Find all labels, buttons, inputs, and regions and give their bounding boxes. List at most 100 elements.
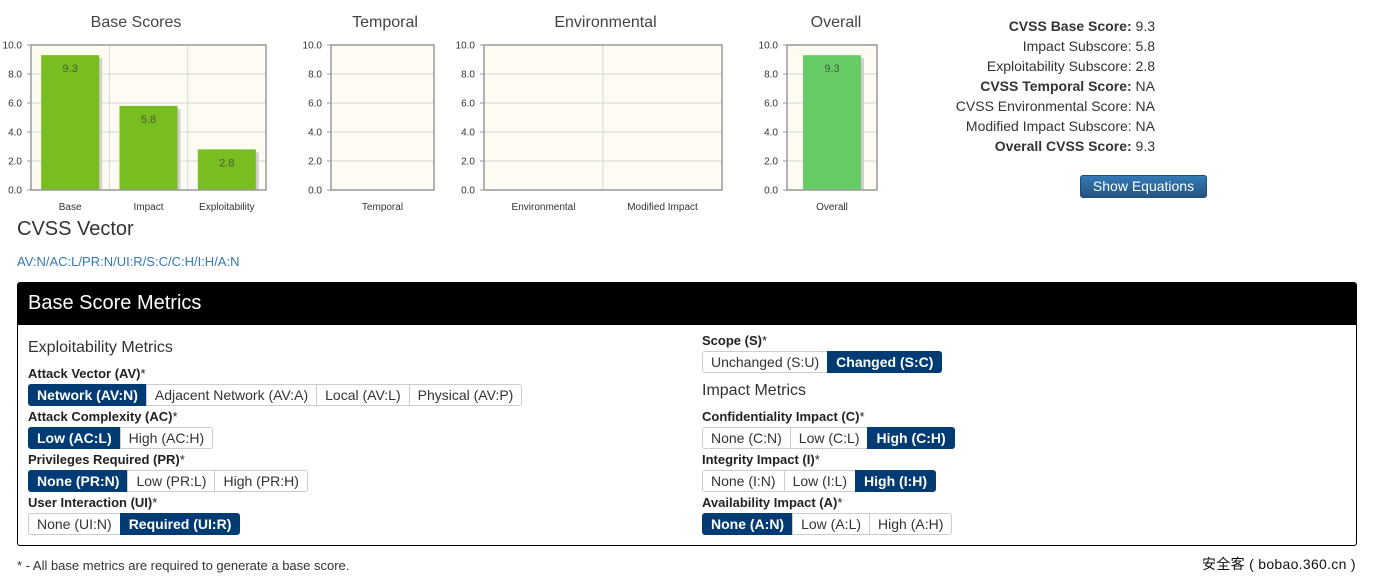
- y-tick-label: 8.0: [8, 70, 22, 81]
- chart-overall-svg: 0.0 2.0 4.0 6.0 8.0 10.0 9.3 Overall: [759, 41, 878, 213]
- chart-title: Temporal: [352, 14, 418, 31]
- bar-value-label: 9.3: [824, 63, 839, 75]
- metric-label-text: Attack Vector (AV): [28, 366, 141, 381]
- summary-label: CVSS Environmental Score:: [955, 98, 1132, 114]
- x-tick-label: Temporal: [362, 202, 403, 213]
- required-star: *: [140, 366, 146, 381]
- required-star: *: [172, 409, 178, 424]
- chart-temporal-svg: 0.0 2.0 4.0 6.0 8.0 10.0 Temporal: [303, 41, 435, 213]
- x-tick-label: Modified Impact: [627, 202, 698, 213]
- cvss-vector-title: CVSS Vector: [17, 218, 134, 240]
- option-local-av-l[interactable]: Local (AV:L): [316, 384, 410, 406]
- show-equations-button[interactable]: Show Equations: [1080, 175, 1207, 198]
- option-none-i-n[interactable]: None (I:N): [702, 470, 785, 492]
- metric-privileges-required-pr: Privileges Required (PR)* None (PR:N) Low …: [28, 452, 308, 492]
- x-tick-label: Base: [59, 202, 82, 213]
- option-group: Network (AV:N) Adjacent Network (AV:A) Loc…: [28, 384, 523, 406]
- y-tick-label: 6.0: [8, 99, 22, 110]
- summary-label: CVSS Temporal Score:: [980, 78, 1132, 94]
- summary-label: Impact Subscore:: [1022, 38, 1132, 54]
- metric-confidentiality-impact-c: Confidentiality Impact (C)* None (C:N) Low…: [702, 409, 955, 449]
- option-low-a-l[interactable]: Low (A:L): [792, 513, 871, 535]
- y-tick-label: 6.0: [308, 99, 322, 110]
- y-tick-label: 6.0: [461, 99, 475, 110]
- metric-label-text: Attack Complexity (AC): [28, 409, 173, 424]
- summary-value: 2.8: [1131, 58, 1155, 74]
- option-adjacent-network-av-a[interactable]: Adjacent Network (AV:A): [145, 384, 318, 406]
- metric-label: Privileges Required (PR)*: [28, 452, 308, 468]
- option-high-c-h[interactable]: High (C:H): [867, 427, 955, 449]
- y-tick-label: 4.0: [764, 128, 778, 139]
- option-required-ui-r[interactable]: Required (UI:R): [119, 513, 241, 535]
- required-star: *: [179, 452, 185, 467]
- summary-label: CVSS Base Score:: [1008, 18, 1132, 34]
- option-changed-s-c[interactable]: Changed (S:C): [827, 351, 943, 373]
- metric-attack-complexity-ac: Attack Complexity (AC)* Low (AC:L) High (A…: [28, 409, 214, 449]
- option-high-i-h[interactable]: High (I:H): [855, 470, 937, 492]
- y-tick-label: 0.0: [764, 186, 778, 197]
- summary-row-impact-subscore: Impact Subscore: 5.8: [905, 36, 1155, 56]
- chart-overall: Overall 0.0 2.0 4.0 6.0 8.0 10.0 9.3 Overall: [756, 14, 886, 219]
- plot-frame: [786, 44, 878, 191]
- metric-label: Integrity Impact (I)*: [702, 452, 936, 468]
- chart-temporal: Temporal 0.0 2.0 4.0 6.0 8.0 10.0 Temporal: [300, 14, 440, 219]
- option-high-a-h[interactable]: High (A:H): [869, 513, 953, 535]
- chart-title: Base Scores: [90, 14, 182, 31]
- y-tick-label: 2.0: [461, 157, 475, 168]
- x-tick-label: Overall: [816, 202, 848, 213]
- option-group: None (UI:N) Required (UI:R): [28, 513, 241, 535]
- option-none-ui-n[interactable]: None (UI:N): [28, 513, 121, 535]
- x-tick-label: Impact: [133, 202, 163, 213]
- option-low-pr-l[interactable]: Low (PR:L): [127, 470, 216, 492]
- metric-attack-vector-av: Attack Vector (AV)* Network (AV:N) Adjacen…: [28, 366, 523, 406]
- option-unchanged-s-u[interactable]: Unchanged (S:U): [702, 351, 829, 373]
- y-tick-label: 2.0: [764, 157, 778, 168]
- cvss-vector-link[interactable]: AV:N/AC:L/PR:N/UI:R/S:C/C:H/I:H/A:N: [17, 254, 240, 269]
- summary-row-cvss-base-score: CVSS Base Score: 9.3: [905, 16, 1155, 36]
- summary-value: 5.8: [1131, 38, 1155, 54]
- option-none-c-n[interactable]: None (C:N): [702, 427, 791, 449]
- bar-base: [41, 55, 100, 191]
- required-star: *: [152, 495, 158, 510]
- bar-impact: [119, 105, 178, 190]
- option-group: None (PR:N) Low (PR:L) High (PR:H): [28, 470, 308, 492]
- metric-label-text: Privileges Required (PR): [28, 452, 180, 467]
- option-low-ac-l[interactable]: Low (AC:L): [28, 427, 121, 449]
- x-tick-label: Environmental: [512, 202, 576, 213]
- impact-metrics-heading: Impact Metrics: [702, 382, 807, 399]
- y-tick-label: 0.0: [461, 186, 475, 197]
- summary-row-cvss-temporal-score: CVSS Temporal Score: NA: [905, 76, 1155, 96]
- option-group: Low (AC:L) High (AC:H): [28, 427, 214, 449]
- plot-background: [331, 45, 434, 190]
- chart-title: Overall: [810, 14, 862, 31]
- option-network-av-n[interactable]: Network (AV:N): [28, 384, 147, 406]
- plot-frame: [330, 44, 435, 191]
- plot-frame: [30, 44, 267, 191]
- metric-label: Attack Complexity (AC)*: [28, 409, 213, 425]
- summary-label: Modified Impact Subscore:: [965, 118, 1132, 134]
- option-high-pr-h[interactable]: High (PR:H): [214, 470, 308, 492]
- option-none-a-n[interactable]: None (A:N): [702, 513, 794, 535]
- option-physical-av-p[interactable]: Physical (AV:P): [408, 384, 523, 406]
- metric-availability-impact-a: Availability Impact (A)* None (A:N) Low (A…: [702, 495, 953, 535]
- option-high-ac-h[interactable]: High (AC:H): [119, 427, 214, 449]
- y-tick-label: 10.0: [759, 41, 779, 52]
- metric-scope-s: Scope (S)* Unchanged (S:U) Changed (S:C): [702, 333, 943, 373]
- metric-label-text: Scope (S): [702, 333, 762, 348]
- score-summary: CVSS Base Score: 9.3 Impact Subscore: 5.8…: [905, 16, 1155, 156]
- metric-label: Availability Impact (A)*: [702, 495, 952, 511]
- footnote: * - All base metrics are required to gen…: [17, 558, 350, 573]
- y-tick-label: 6.0: [764, 99, 778, 110]
- option-group: None (C:N) Low (C:L) High (C:H): [702, 427, 955, 449]
- panel-title: Base Score Metrics: [18, 283, 1356, 325]
- metric-integrity-impact-i: Integrity Impact (I)* None (I:N) Low (I:L)…: [702, 452, 937, 492]
- option-none-pr-n[interactable]: None (PR:N): [28, 470, 129, 492]
- option-low-i-l[interactable]: Low (I:L): [783, 470, 857, 492]
- y-tick-label: 4.0: [8, 128, 22, 139]
- metric-label-text: Confidentiality Impact (C): [702, 409, 860, 424]
- required-star: *: [859, 409, 865, 424]
- option-low-c-l[interactable]: Low (C:L): [789, 427, 869, 449]
- option-group: None (I:N) Low (I:L) High (I:H): [702, 470, 937, 492]
- summary-value: NA: [1131, 78, 1155, 94]
- chart-environmental-svg: 0.0 2.0 4.0 6.0 8.0 10.0 Environmental Modified…: [456, 41, 723, 213]
